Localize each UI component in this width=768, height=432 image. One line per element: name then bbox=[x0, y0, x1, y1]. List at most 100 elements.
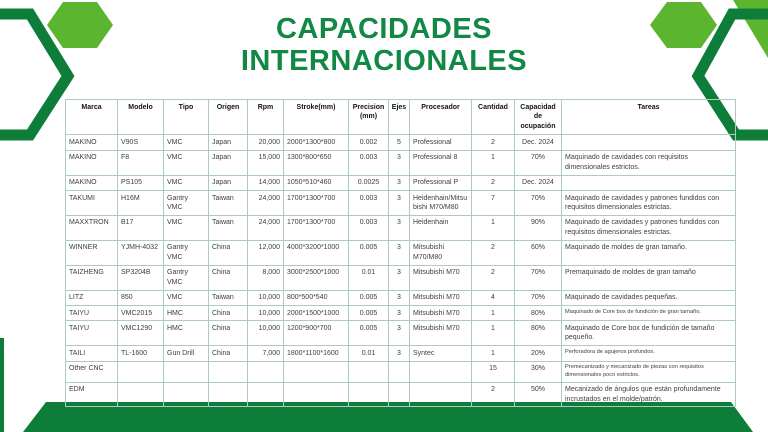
cell-modelo bbox=[117, 360, 164, 383]
cell-ejes bbox=[388, 381, 410, 408]
cell-procesador: Professional bbox=[409, 134, 472, 151]
cell-tipo bbox=[163, 381, 209, 408]
table-row: MAKINO F8 VMC Japan 15,000 1300*800*650 0.003 3… bbox=[65, 149, 736, 176]
cell-stroke: 3000*2500*1000 bbox=[283, 264, 349, 291]
cell-capacidad: 80% bbox=[514, 304, 562, 322]
cell-marca: MAXXTRON bbox=[65, 214, 118, 241]
col-header-tipo: Tipo bbox=[163, 98, 209, 136]
cell-rpm: 10,000 bbox=[247, 304, 284, 322]
cell-marca: MAKINO bbox=[65, 149, 118, 176]
cell-precision: 0.005 bbox=[348, 320, 389, 347]
table-row: LITZ 850 VMC Taiwan 10,000 800*500*540 0.005 3 M… bbox=[65, 289, 736, 307]
cell-origen: China bbox=[208, 345, 248, 362]
table-body: MAKINO V90S VMC Japan 20,000 2000*1300*800 0.0… bbox=[65, 134, 736, 408]
col-header-precision: Precision (mm) bbox=[348, 98, 389, 136]
col-header-cantidad: Cantidad bbox=[471, 98, 515, 136]
cell-ejes: 5 bbox=[388, 134, 410, 151]
cell-stroke: 1800*1100*1600 bbox=[283, 345, 349, 362]
cell-tipo: VMC bbox=[163, 289, 209, 307]
cell-precision: 0.003 bbox=[348, 190, 389, 216]
cell-capacidad: 70% bbox=[514, 190, 562, 216]
cell-tipo bbox=[163, 360, 209, 383]
cell-cantidad: 1 bbox=[471, 149, 515, 176]
cell-origen: Japan bbox=[208, 174, 248, 192]
cell-procesador: Mitsubishi M70 bbox=[409, 320, 472, 347]
cell-stroke: 2000*1500*1000 bbox=[283, 304, 349, 322]
cell-modelo: VMC2015 bbox=[117, 304, 164, 322]
cell-rpm: 10,000 bbox=[247, 320, 284, 347]
page-title-line1: CAPACIDADES bbox=[275, 13, 493, 45]
cell-cantidad: 15 bbox=[471, 360, 515, 383]
cell-tareas: Maquinado de cavidades pequeñas. bbox=[561, 289, 736, 307]
cell-ejes: 3 bbox=[388, 345, 410, 362]
cell-marca: Other CNC bbox=[65, 360, 118, 383]
cell-marca: TAILI bbox=[65, 345, 118, 362]
cell-modelo: SP3204B bbox=[117, 264, 164, 291]
cell-stroke bbox=[283, 381, 349, 408]
cell-tareas: Perforadora de agujeros profundos. bbox=[561, 345, 736, 362]
table-row: Other CNC 15 30% Premecanizado y mecanizado… bbox=[65, 360, 736, 383]
cell-modelo: 850 bbox=[117, 289, 164, 307]
cell-stroke: 4000*3200*1000 bbox=[283, 239, 349, 266]
cell-modelo bbox=[117, 381, 164, 408]
cell-capacidad: 20% bbox=[514, 345, 562, 362]
left-edge-bar bbox=[0, 338, 4, 432]
cell-ejes: 3 bbox=[388, 174, 410, 192]
cell-tareas: Maquinado de cavidades con requisitos di… bbox=[561, 149, 736, 176]
cell-origen bbox=[208, 360, 248, 383]
cell-tipo: Gantry VMC bbox=[163, 239, 209, 266]
cell-tipo: VMC bbox=[163, 149, 209, 176]
cell-procesador bbox=[409, 381, 472, 408]
cell-rpm: 15,000 bbox=[247, 149, 284, 176]
cell-origen: Taiwan bbox=[208, 214, 248, 241]
cell-stroke: 1700*1300*700 bbox=[283, 214, 349, 241]
cell-rpm: 8,000 bbox=[247, 264, 284, 291]
cell-rpm: 10,000 bbox=[247, 289, 284, 307]
cell-capacidad: 60% bbox=[514, 239, 562, 266]
cell-precision bbox=[348, 360, 389, 383]
cell-rpm: 24,000 bbox=[247, 214, 284, 241]
table-row: TAIYU VMC1290 HMC China 10,000 1200*900*700 0.… bbox=[65, 320, 736, 347]
cell-tipo: HMC bbox=[163, 304, 209, 322]
cell-rpm: 24,000 bbox=[247, 190, 284, 216]
cell-cantidad: 1 bbox=[471, 304, 515, 322]
cell-origen: Japan bbox=[208, 149, 248, 176]
cell-cantidad: 1 bbox=[471, 214, 515, 241]
cell-ejes: 3 bbox=[388, 320, 410, 347]
cell-capacidad: 90% bbox=[514, 214, 562, 241]
cell-procesador: Heidenhain bbox=[409, 214, 472, 241]
cell-ejes: 3 bbox=[388, 214, 410, 241]
cell-stroke: 1050*510*460 bbox=[283, 174, 349, 192]
cell-procesador: Mitsubishi M70 bbox=[409, 264, 472, 291]
cell-cantidad: 7 bbox=[471, 190, 515, 216]
cell-stroke: 2000*1300*800 bbox=[283, 134, 349, 151]
page-title: CAPACIDADES INTERNACIONALES bbox=[0, 13, 768, 78]
cell-precision: 0.003 bbox=[348, 149, 389, 176]
table-row: TAKUMI H16M Gantry VMC Taiwan 24,000 1700*130… bbox=[65, 190, 736, 216]
cell-capacidad: 70% bbox=[514, 149, 562, 176]
cell-origen: China bbox=[208, 239, 248, 266]
cell-marca: TAIYU bbox=[65, 320, 118, 347]
cell-stroke: 800*500*540 bbox=[283, 289, 349, 307]
cell-capacidad: Dec. 2024 bbox=[514, 174, 562, 192]
cell-precision: 0.003 bbox=[348, 214, 389, 241]
cell-tipo: VMC bbox=[163, 134, 209, 151]
table-row: MAXXTRON B17 VMC Taiwan 24,000 1700*1300*700 0… bbox=[65, 214, 736, 241]
table-row: EDM 2 50% Mecanizado de ángulos que están p… bbox=[65, 381, 736, 408]
cell-ejes bbox=[388, 360, 410, 383]
cell-tareas: Premaquinado de moldes de gran tamaño bbox=[561, 264, 736, 291]
col-header-tareas: Tareas bbox=[561, 98, 736, 136]
cell-rpm: 14,000 bbox=[247, 174, 284, 192]
cell-cantidad: 2 bbox=[471, 264, 515, 291]
cell-tipo: Gantry VMC bbox=[163, 264, 209, 291]
cell-cantidad: 4 bbox=[471, 289, 515, 307]
cell-origen bbox=[208, 381, 248, 408]
cell-modelo: H16M bbox=[117, 190, 164, 216]
table-row: MAKINO V90S VMC Japan 20,000 2000*1300*800 0.0… bbox=[65, 134, 736, 151]
cell-procesador: Mitsubishi M70 bbox=[409, 289, 472, 307]
cell-procesador: Mitsubishi M70 bbox=[409, 304, 472, 322]
cell-capacidad: 70% bbox=[514, 264, 562, 291]
table-row: WINNER YJMH-4032 Gantry VMC China 12,000 4000… bbox=[65, 239, 736, 266]
cell-marca: TAKUMI bbox=[65, 190, 118, 216]
